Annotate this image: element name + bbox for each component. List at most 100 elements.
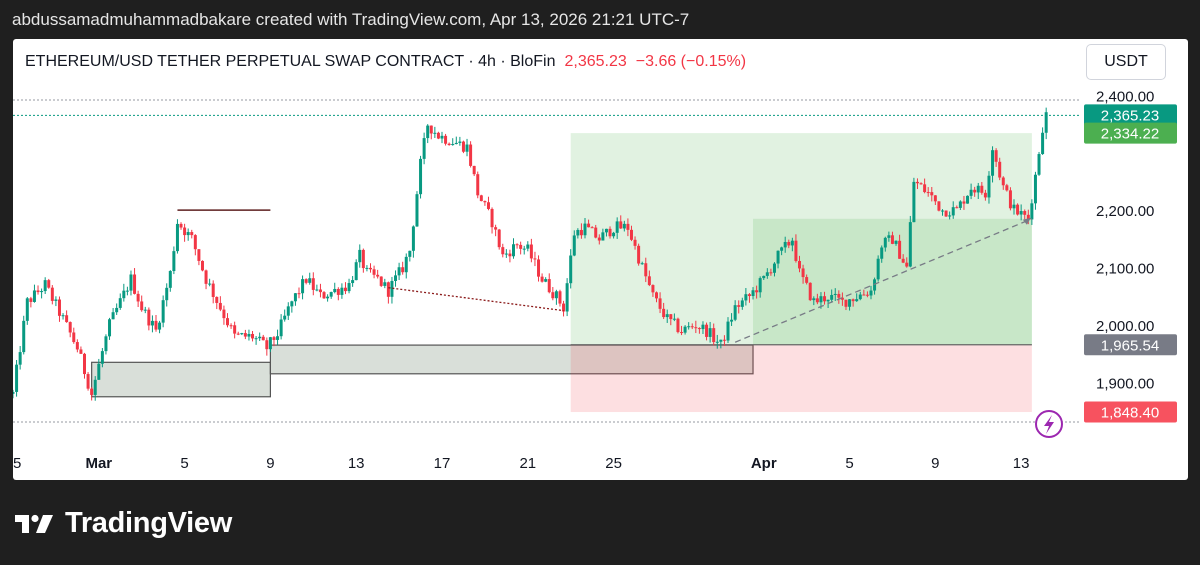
candle-down	[86, 374, 90, 389]
candle-down	[226, 318, 229, 326]
candle-down	[644, 263, 648, 277]
candle-down	[243, 333, 247, 337]
candle-down	[919, 183, 923, 185]
x-tick-label: 25	[13, 455, 21, 472]
candle-up	[873, 279, 877, 291]
candle-up	[744, 294, 748, 301]
candle-down	[476, 174, 480, 196]
candle-up	[869, 290, 873, 296]
candle-down	[401, 267, 405, 273]
candle-up	[293, 293, 297, 302]
candle-down	[297, 293, 301, 295]
candle-up	[422, 138, 426, 159]
candle-up	[987, 175, 991, 198]
candle-down	[755, 290, 759, 293]
candle-up	[708, 328, 712, 337]
candle-down	[501, 247, 505, 255]
candle-up	[254, 338, 258, 340]
candle-up	[1030, 203, 1034, 220]
candle-down	[626, 223, 630, 230]
x-tick-label: 5	[845, 455, 853, 472]
candle-down	[562, 303, 566, 312]
candle-down	[372, 269, 376, 275]
candle-up	[601, 232, 605, 241]
candle-down	[229, 325, 233, 327]
candle-up	[958, 201, 962, 208]
candles-layer	[13, 107, 1048, 401]
candle-down	[1016, 204, 1020, 215]
candle-up	[969, 189, 973, 196]
candle-up	[522, 248, 526, 250]
candle-up	[165, 287, 169, 301]
candle-up	[18, 352, 22, 365]
candle-down	[1001, 177, 1005, 186]
candle-down	[680, 332, 684, 334]
candle-down	[637, 245, 641, 264]
candle-down	[540, 276, 544, 282]
candle-down	[587, 223, 591, 228]
candle-down	[537, 259, 541, 277]
candle-up	[268, 337, 272, 350]
candle-down	[722, 339, 726, 341]
candle-up	[751, 290, 755, 297]
candle-up	[740, 300, 744, 307]
candle-up	[912, 181, 916, 223]
candle-down	[211, 283, 215, 297]
candle-down	[815, 298, 819, 303]
candle-up	[208, 283, 212, 285]
x-tick-label: Apr	[751, 455, 777, 472]
candle-up	[1012, 204, 1016, 209]
candle-down	[215, 296, 219, 303]
candle-up	[329, 292, 333, 297]
candle-up	[383, 282, 387, 286]
candle-down	[483, 201, 487, 203]
candle-up	[397, 267, 401, 276]
candle-down	[444, 135, 448, 144]
candle-down	[1023, 211, 1027, 215]
candle-down	[515, 244, 519, 246]
y-tick-label: 2,200.00	[1096, 203, 1154, 220]
candle-up	[440, 135, 444, 139]
candle-up	[848, 299, 852, 307]
x-tick-label: 21	[519, 455, 536, 472]
y-tick-label: 2,400.00	[1096, 88, 1154, 105]
stop-price-tag-text: 1,848.40	[1101, 405, 1159, 422]
currency-button[interactable]: USDT	[1086, 44, 1166, 80]
candle-up	[640, 263, 644, 265]
candle-up	[790, 240, 794, 246]
tradingview-logo: TradingView	[15, 507, 232, 540]
candle-down	[311, 278, 315, 290]
candle-up	[512, 244, 515, 257]
zones-layer	[91, 133, 1032, 413]
candle-up	[451, 144, 455, 146]
candle-down	[844, 299, 848, 307]
candle-up	[612, 232, 616, 237]
candle-down	[251, 333, 255, 339]
lightning-bolt	[1044, 415, 1054, 434]
candle-down	[304, 279, 308, 283]
candle-down	[79, 349, 83, 354]
candle-down	[994, 150, 998, 162]
candle-up	[758, 278, 762, 293]
candle-up	[544, 279, 548, 282]
candle-up	[354, 262, 358, 281]
last-price-tag-text: 2,365.23	[1101, 107, 1159, 124]
candle-down	[136, 293, 140, 302]
candle-down	[798, 260, 801, 269]
candle-up	[240, 333, 244, 335]
candle-down	[823, 296, 827, 302]
zone-long-profit	[570, 133, 1032, 345]
chart-panel[interactable]: 2,400.00 2,200.00 2,100.00 2,000.00 1,900.00…	[13, 39, 1188, 480]
candle-down	[436, 132, 440, 139]
candle-down	[90, 388, 94, 395]
candlestick-chart[interactable]: 2,400.00 2,200.00 2,100.00 2,000.00 1,900.00…	[13, 39, 1188, 480]
x-tick-label: 17	[434, 455, 451, 472]
candle-up	[701, 324, 705, 330]
candle-down	[1026, 214, 1030, 220]
candle-down	[447, 143, 451, 146]
candle-up	[61, 315, 65, 317]
candle-up	[415, 194, 419, 227]
candle-down	[944, 210, 948, 217]
x-tick-label: 5	[180, 455, 188, 472]
candle-up	[15, 364, 19, 392]
